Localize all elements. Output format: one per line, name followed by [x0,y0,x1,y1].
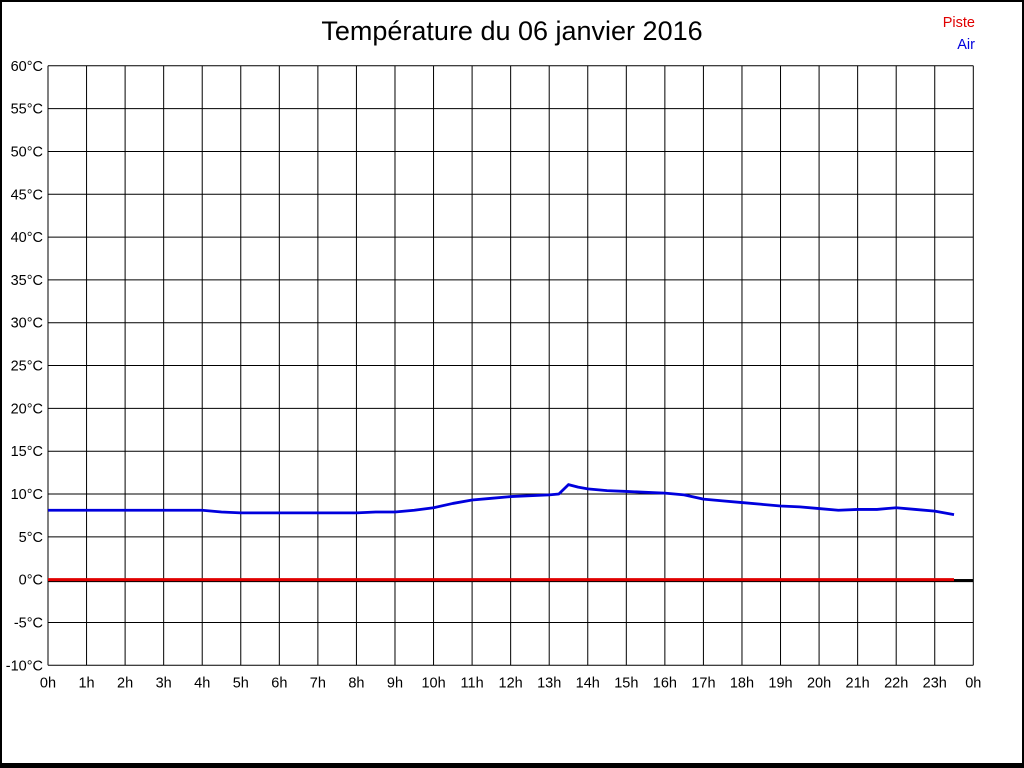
x-tick-label: 0h [965,675,981,691]
x-tick-label: 0h [40,675,56,691]
chart-title: Température du 06 janvier 2016 [321,16,703,46]
y-tick-label: 40°C [11,230,43,246]
x-tick-label: 15h [614,675,638,691]
x-tick-label: 5h [233,675,249,691]
x-tick-label: 12h [499,675,523,691]
x-tick-label: 2h [117,675,133,691]
x-tick-label: 17h [691,675,715,691]
y-tick-label: 20°C [11,401,43,417]
x-tick-label: 6h [271,675,287,691]
y-tick-label: -5°C [14,615,43,631]
y-tick-label: 55°C [11,102,43,118]
y-tick-label: 15°C [11,444,43,460]
legend-item-piste: Piste [942,15,975,31]
x-tick-label: 8h [348,675,364,691]
y-tick-label: 35°C [11,273,43,289]
x-tick-label: 3h [156,675,172,691]
y-tick-label: 10°C [11,487,43,503]
legend-item-air: Air [957,37,975,53]
x-tick-label: 19h [768,675,792,691]
y-tick-label: 45°C [11,187,43,203]
y-tick-label: 60°C [11,59,43,75]
y-tick-label: 0°C [19,573,43,589]
y-tick-label: 30°C [11,316,43,332]
x-tick-label: 21h [846,675,870,691]
air-series-line [48,483,955,516]
x-tick-label: 14h [576,675,600,691]
x-tick-label: 9h [387,675,403,691]
x-tick-label: 7h [310,675,326,691]
x-tick-label: 22h [884,675,908,691]
legend: Piste Air [943,12,975,56]
x-tick-label: 16h [653,675,677,691]
x-tick-label: 18h [730,675,754,691]
x-tick-label: 10h [421,675,445,691]
x-tick-label: 23h [923,675,947,691]
y-tick-label: 25°C [11,359,43,375]
x-tick-label: 4h [194,675,210,691]
y-tick-label: 50°C [11,144,43,160]
x-tick-label: 13h [537,675,561,691]
x-tick-label: 20h [807,675,831,691]
y-tick-label: -10°C [6,658,43,674]
x-tick-label: 1h [78,675,94,691]
y-tick-label: 5°C [19,530,43,546]
x-tick-label: 11h [461,675,484,691]
